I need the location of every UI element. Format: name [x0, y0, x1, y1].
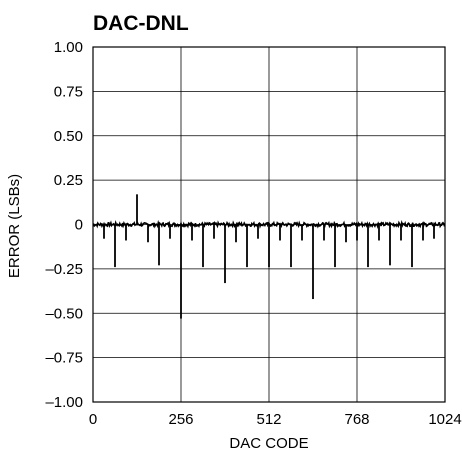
x-axis-label: DAC CODE	[229, 435, 308, 452]
y-tick-label: –1.00	[45, 394, 83, 411]
chart-title: DAC-DNL	[93, 12, 189, 35]
y-tick-label: –0.75	[45, 350, 83, 367]
x-tick-label: 768	[344, 411, 369, 428]
y-tick-label: 0.25	[54, 172, 83, 189]
x-tick-label: 256	[168, 411, 193, 428]
y-tick-label: 0.75	[54, 83, 83, 100]
y-tick-label: –0.50	[45, 305, 83, 322]
x-tick-label: 512	[256, 411, 281, 428]
y-tick-labels: 1.00 0.75 0.50 0.25 0 –0.25 –0.50 –0.75 –1.00	[45, 39, 83, 411]
y-axis-label: ERROR (LSBs)	[6, 174, 23, 278]
plot-frame	[92, 46, 446, 403]
y-tick-label: –0.25	[45, 261, 83, 278]
data-series	[92, 194, 446, 319]
y-tick-label: 1.00	[54, 39, 83, 56]
x-tick-label: 0	[89, 411, 97, 428]
y-tick-label: 0.50	[54, 128, 83, 145]
x-tick-label: 1024	[428, 411, 461, 428]
x-tick-labels: 0 256 512 768 1024	[89, 411, 462, 428]
y-tick-label: 0	[75, 217, 83, 234]
baseline-noise-trace	[92, 219, 446, 229]
